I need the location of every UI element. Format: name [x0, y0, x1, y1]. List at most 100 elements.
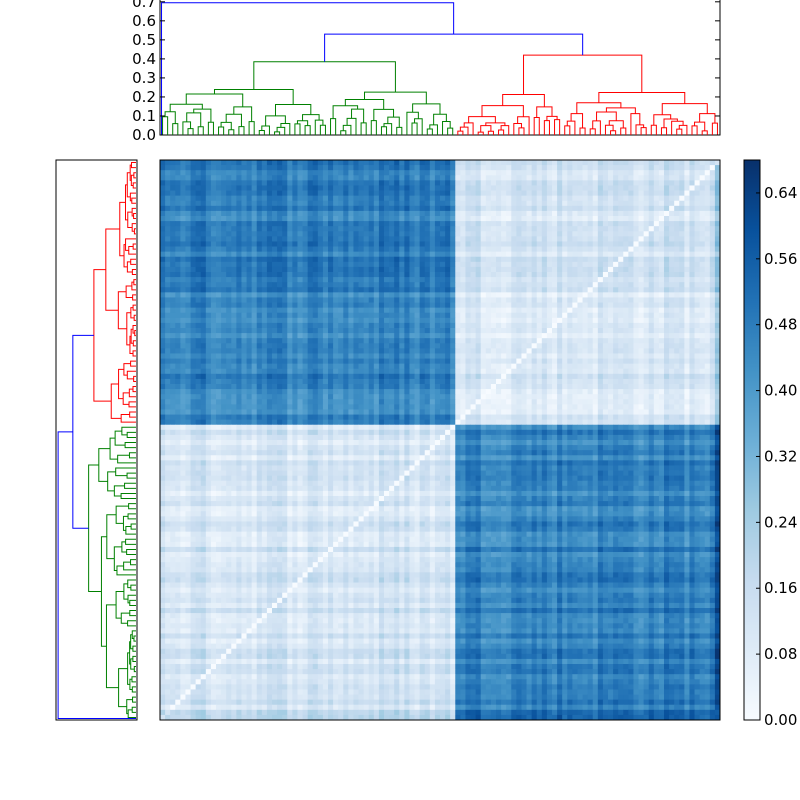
heatmap-cell — [170, 246, 176, 253]
heatmap-cell — [292, 241, 298, 247]
heatmap-cell — [618, 328, 624, 334]
heatmap-cell — [557, 328, 563, 334]
heatmap-cell — [608, 251, 614, 258]
heatmap-cell — [363, 272, 370, 278]
heatmap-cell — [664, 297, 670, 303]
heatmap-cell — [638, 348, 645, 354]
heatmap-cell — [669, 363, 675, 370]
top-dendrogram-link — [442, 121, 451, 135]
heatmap-cell — [664, 368, 670, 375]
heatmap-cell — [511, 195, 517, 202]
heatmap-cell — [434, 373, 441, 380]
heatmap-cell — [297, 363, 303, 370]
heatmap-cell — [572, 363, 578, 370]
heatmap-cell — [526, 292, 533, 298]
heatmap-cell — [246, 216, 253, 222]
heatmap-cell — [608, 210, 614, 217]
heatmap-cell — [409, 373, 415, 380]
heatmap-cell — [613, 251, 619, 258]
heatmap-cell — [297, 266, 303, 273]
heatmap-cell — [521, 241, 527, 247]
heatmap-cell — [180, 302, 186, 309]
heatmap-cell — [653, 328, 660, 334]
heatmap-cell — [490, 251, 497, 258]
heatmap-cell — [567, 195, 573, 202]
heatmap-cell — [704, 312, 711, 319]
top-dendrogram-link — [596, 111, 617, 121]
heatmap-cell — [195, 210, 202, 217]
heatmap-cell — [317, 200, 324, 207]
heatmap-cell — [307, 175, 314, 181]
heatmap-cell — [440, 272, 446, 278]
heatmap-cell — [200, 185, 207, 191]
heatmap-cell — [353, 170, 359, 176]
heatmap-cell — [404, 307, 410, 314]
heatmap-cell — [613, 195, 619, 202]
left-dendrogram-link — [110, 383, 122, 419]
heatmap-cell — [409, 200, 415, 207]
heatmap-cell — [419, 175, 426, 181]
heatmap-cell — [429, 165, 436, 171]
heatmap-cell — [175, 292, 181, 298]
heatmap-cell — [414, 226, 421, 232]
heatmap-cell — [287, 363, 293, 370]
heatmap-cell — [592, 363, 599, 370]
top-dendrogram-tick-label: 0.5 — [132, 31, 156, 49]
heatmap-cell — [429, 246, 436, 253]
heatmap-cell — [460, 266, 466, 273]
heatmap-cell — [572, 170, 578, 176]
heatmap-cell — [272, 297, 278, 303]
heatmap-cell — [236, 180, 242, 186]
heatmap-cell — [669, 368, 675, 375]
heatmap-cell — [368, 231, 375, 237]
heatmap-cell — [653, 261, 660, 268]
heatmap-cell — [292, 200, 298, 207]
heatmap-cell — [266, 317, 273, 324]
heatmap-cell — [699, 353, 706, 359]
heatmap-cell — [292, 266, 298, 273]
heatmap-cell — [485, 165, 492, 171]
heatmap-cell — [363, 190, 370, 197]
heatmap-cell — [669, 236, 675, 242]
heatmap-cell — [465, 353, 471, 359]
heatmap-cell — [582, 226, 589, 232]
heatmap-cell — [287, 322, 293, 329]
heatmap-cell — [373, 185, 380, 191]
heatmap-cell — [343, 358, 349, 365]
heatmap-cell — [378, 160, 385, 166]
heatmap-cell — [333, 282, 339, 288]
heatmap-cell — [226, 378, 232, 385]
heatmap-cell — [445, 292, 451, 298]
heatmap-cell — [562, 272, 568, 278]
heatmap-cell — [592, 170, 599, 176]
heatmap-cell — [674, 246, 680, 253]
heatmap-cell — [485, 292, 492, 298]
heatmap-cell — [689, 307, 695, 314]
heatmap-cell — [445, 317, 451, 324]
heatmap-cell — [501, 205, 507, 212]
heatmap-cell — [236, 236, 242, 242]
heatmap-cell — [302, 241, 309, 247]
heatmap-cell — [399, 221, 405, 227]
heatmap-cell — [185, 292, 191, 298]
heatmap-cell — [618, 236, 624, 242]
heatmap-cell — [307, 312, 314, 319]
heatmap-cell — [572, 205, 578, 212]
heatmap-cell — [597, 353, 604, 359]
heatmap-cell — [455, 226, 461, 232]
heatmap-cell — [684, 226, 690, 232]
heatmap-cell — [409, 246, 415, 253]
heatmap-cell — [552, 195, 558, 202]
heatmap-cell — [165, 287, 171, 293]
heatmap-cell — [567, 256, 573, 263]
heatmap-cell — [460, 185, 466, 191]
heatmap-cell — [389, 302, 395, 309]
heatmap-cell — [526, 210, 533, 217]
heatmap-cell — [373, 373, 380, 380]
heatmap-cell — [689, 190, 695, 197]
heatmap-cell — [592, 261, 599, 268]
heatmap-cell — [541, 338, 548, 344]
heatmap-cell — [373, 338, 380, 344]
heatmap-cell — [200, 317, 207, 324]
heatmap-cell — [608, 256, 614, 263]
